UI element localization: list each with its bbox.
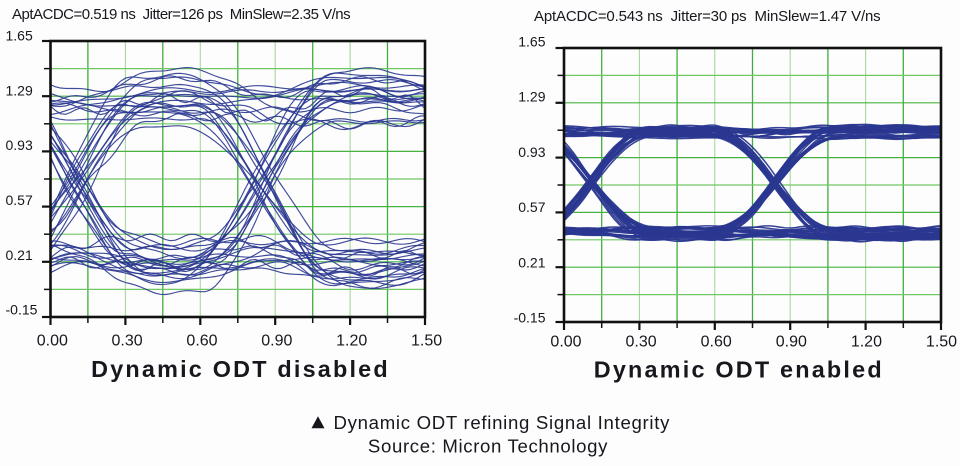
svg-text:AptACDC=0.519 ns Jitter=126 p: AptACDC=0.519 ns Jitter=126 ps MinSlew=2… — [12, 6, 350, 23]
svg-text:1.65: 1.65 — [518, 33, 545, 49]
svg-text:1.65: 1.65 — [6, 28, 33, 44]
svg-text:0.21: 0.21 — [6, 247, 33, 263]
svg-text:-0.15: -0.15 — [514, 310, 546, 326]
svg-text:Dynamic ODT refining Signal In: Dynamic ODT refining Signal Integrity — [334, 412, 671, 433]
svg-text:0.90: 0.90 — [776, 334, 807, 351]
svg-text:AptACDC=0.543 ns Jitter=30 ps: AptACDC=0.543 ns Jitter=30 ps MinSlew=1.… — [534, 8, 880, 25]
svg-text:0.93: 0.93 — [6, 137, 33, 153]
svg-text:Dynamic ODT disabled: Dynamic ODT disabled — [91, 356, 390, 382]
svg-text:0.30: 0.30 — [112, 333, 143, 350]
svg-text:0.57: 0.57 — [6, 192, 33, 208]
svg-text:-0.15: -0.15 — [6, 302, 38, 318]
svg-text:0.30: 0.30 — [626, 334, 657, 351]
svg-text:0.21: 0.21 — [518, 254, 545, 270]
svg-text:Dynamic ODT enabled: Dynamic ODT enabled — [594, 356, 884, 382]
svg-text:Source: Micron Technology: Source: Micron Technology — [368, 436, 608, 457]
svg-text:1.50: 1.50 — [411, 333, 442, 350]
svg-text:0.60: 0.60 — [186, 333, 217, 350]
svg-text:0.90: 0.90 — [261, 333, 292, 350]
svg-text:1.29: 1.29 — [6, 82, 33, 98]
svg-text:1.50: 1.50 — [926, 334, 957, 351]
svg-text:0.60: 0.60 — [701, 334, 732, 351]
svg-text:0.93: 0.93 — [518, 144, 545, 160]
svg-text:1.20: 1.20 — [336, 333, 367, 350]
svg-text:1.29: 1.29 — [518, 89, 545, 105]
svg-text:0.00: 0.00 — [550, 334, 581, 351]
svg-text:0.57: 0.57 — [518, 199, 545, 215]
svg-text:0.00: 0.00 — [37, 333, 68, 350]
svg-text:1.20: 1.20 — [851, 334, 882, 351]
